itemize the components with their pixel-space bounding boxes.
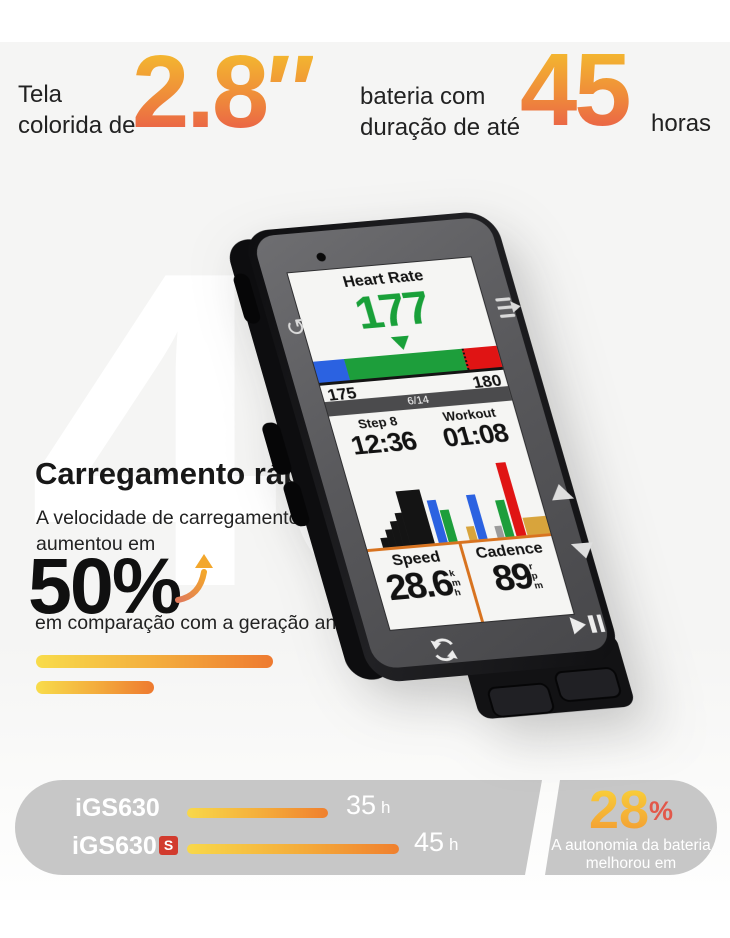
model-igs630-label: iGS630 xyxy=(75,794,160,822)
hours-igs630s: 45 h xyxy=(414,827,459,857)
lap-refresh-icon xyxy=(430,638,458,662)
charging-description: A velocidade de carregamento aumentou em xyxy=(36,505,299,557)
workout-bar-chart xyxy=(345,456,551,549)
hr-zone-segment xyxy=(461,345,503,370)
charging-desc-line2: aumentou em xyxy=(36,533,156,555)
hours-value: 45 xyxy=(414,827,445,857)
workout-time: 01:08 xyxy=(439,418,512,453)
device-body: Heart Rate 177 175 180 6/14 Step xyxy=(242,210,624,684)
screen-size-value: 2.8″ xyxy=(132,34,316,149)
hours-unit: h xyxy=(381,798,391,817)
charging-note: em comparação com a geração anterior xyxy=(35,612,381,634)
page-up-icon xyxy=(547,483,575,501)
screen-claim-line2: colorida de xyxy=(18,112,136,139)
mount-button-left xyxy=(485,682,557,719)
charging-bar-new xyxy=(36,655,273,668)
chart-bar xyxy=(522,515,551,536)
battery-claim-line1: bateria com xyxy=(360,83,486,110)
speed-unit-h: h xyxy=(453,587,463,599)
charging-desc-line1: A velocidade de carregamento xyxy=(36,507,300,529)
hours-unit: h xyxy=(449,835,459,854)
s-badge: S xyxy=(159,836,178,855)
gps-computer-device: Heart Rate 177 175 180 6/14 Step xyxy=(224,210,636,720)
page-down-icon xyxy=(570,542,598,560)
charging-percent: 50% xyxy=(28,541,182,630)
improvement-line1: A autonomia da bateria xyxy=(551,837,711,854)
battery-bar-igs630 xyxy=(187,808,328,818)
zone-max: 180 xyxy=(470,371,504,392)
cadence-unit-m: m xyxy=(533,580,545,592)
mount-button-right xyxy=(552,666,624,703)
pause-bar xyxy=(587,615,597,633)
battery-hours-value: 45 xyxy=(520,32,632,147)
workout-column: Workout 01:08 xyxy=(421,401,525,453)
improvement-value: 28 xyxy=(588,780,650,840)
step-time: 12:36 xyxy=(347,426,420,461)
step-column: Step 8 12:36 xyxy=(329,409,433,461)
battery-comparison-panel: iGS630 35 h iGS630 S 45 h xyxy=(15,780,542,875)
battery-hours-suffix: horas xyxy=(651,110,712,137)
screen-claim-line1: Tela xyxy=(18,81,63,108)
battery-bar-igs630s xyxy=(187,844,399,854)
improvement-percent-sign: % xyxy=(649,796,674,826)
hours-igs630: 35 h xyxy=(346,790,391,820)
speed-value-row: 28.6 k m h xyxy=(374,563,474,608)
speed-value: 28.6 xyxy=(381,563,457,608)
up-arrow-icon xyxy=(175,554,213,603)
model-igs630s-label: iGS630 xyxy=(72,832,157,860)
improvement-line2: melhorou em xyxy=(585,855,677,872)
workout-panel: Step 8 12:36 Workout 01:08 xyxy=(329,401,551,550)
speed-cadence-panel: Speed 28.6 k m h Cadence xyxy=(367,533,574,630)
light-sensor-dot xyxy=(315,252,327,262)
battery-improvement-panel: 28% A autonomia da bateria melhorou em xyxy=(545,780,717,875)
pages-icon xyxy=(495,297,521,318)
play-pause-icon xyxy=(569,614,606,635)
zone-min: 175 xyxy=(325,383,359,405)
battery-claim-text: bateria com duração de até xyxy=(360,81,520,143)
hours-value: 35 xyxy=(346,790,377,820)
charging-bar-old xyxy=(36,681,154,694)
heart-rate-panel: Heart Rate 177 175 180 xyxy=(288,257,509,405)
zone-marker-icon xyxy=(390,335,413,351)
improvement-caption: A autonomia da bateria melhorou em xyxy=(545,837,717,873)
improvement-number: 28% xyxy=(545,780,717,837)
screen-claim-text: Tela colorida de xyxy=(18,79,135,141)
battery-claim-line2: duração de até xyxy=(360,114,521,141)
